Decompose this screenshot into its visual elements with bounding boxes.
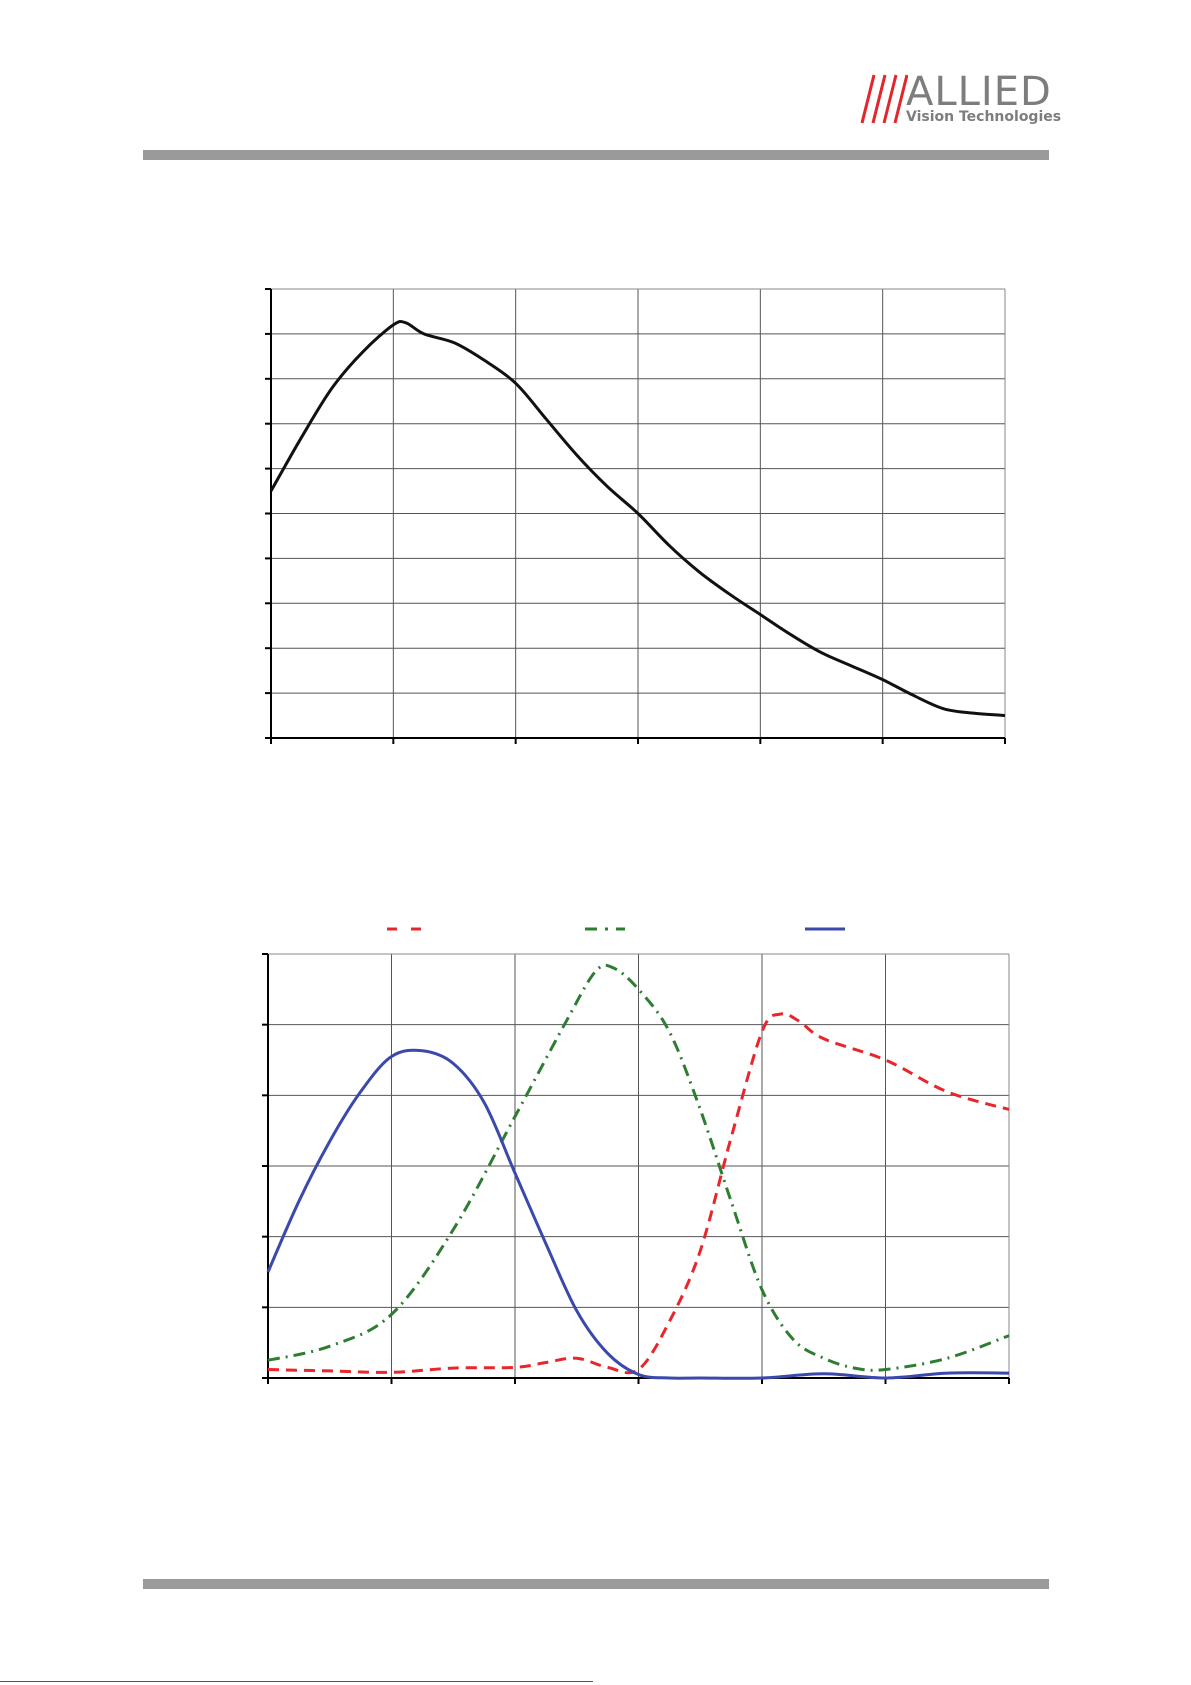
- series-line-1: [267, 1012, 1010, 1375]
- series-line-2: [267, 963, 1010, 1372]
- header-rule: [143, 150, 1049, 160]
- footer-rule: [143, 1579, 1049, 1589]
- logo-brand-text: ALLIED: [906, 69, 1052, 115]
- series-line-1: [269, 319, 1006, 717]
- chart-1: [265, 288, 1006, 744]
- chart-2: [262, 927, 1010, 1384]
- series-line-3: [266, 1048, 1010, 1380]
- logo-tagline-text: Vision Technologies: [906, 109, 1062, 125]
- footer-line: [0, 1681, 593, 1682]
- company-logo: ALLIED Vision Technologies: [852, 69, 1061, 125]
- logo-slashes-icon: [860, 74, 908, 124]
